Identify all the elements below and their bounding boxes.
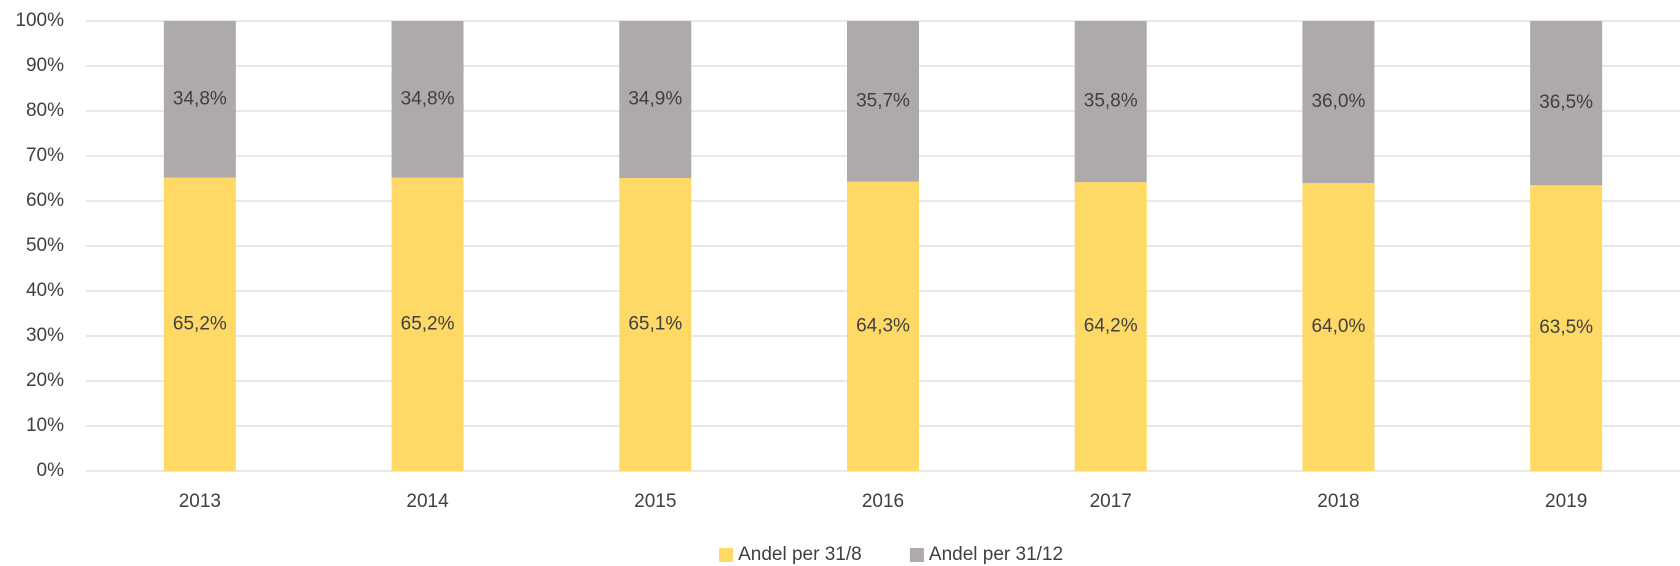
- x-tick-label: 2013: [179, 491, 221, 512]
- data-label: 65,1%: [628, 314, 682, 335]
- legend-swatch: [719, 548, 734, 562]
- bar-segment: [847, 181, 919, 471]
- bar-segment: [1302, 21, 1375, 183]
- data-label: 34,8%: [401, 88, 455, 109]
- legend-label: Andel per 31/12: [929, 544, 1063, 565]
- bar-segment: [391, 177, 464, 471]
- y-tick-label: 30%: [26, 325, 64, 346]
- bar-segment: [619, 178, 692, 472]
- bar-segment: [619, 21, 692, 179]
- data-label: 36,0%: [1311, 91, 1365, 112]
- data-label: 64,2%: [1084, 316, 1138, 337]
- x-tick-label: 2014: [406, 491, 449, 512]
- bar-segment: [163, 177, 236, 471]
- y-tick-label: 80%: [26, 100, 64, 121]
- legend-label: Andel per 31/8: [738, 544, 862, 565]
- x-tick-label: 2015: [634, 491, 676, 512]
- data-label: 64,3%: [856, 315, 910, 336]
- data-label: 65,2%: [401, 313, 455, 334]
- data-label: 34,8%: [173, 88, 227, 109]
- y-tick-label: 10%: [26, 415, 64, 436]
- y-tick-label: 40%: [26, 280, 64, 301]
- y-tick-label: 90%: [26, 55, 64, 76]
- y-tick-label: 60%: [26, 190, 64, 211]
- y-tick-label: 100%: [15, 10, 64, 31]
- y-tick-label: 50%: [26, 235, 64, 256]
- y-tick-label: 20%: [26, 370, 64, 391]
- data-label: 63,5%: [1539, 317, 1593, 338]
- bar-segment: [1074, 21, 1147, 183]
- bar-segment: [391, 21, 464, 178]
- data-label: 35,8%: [1084, 91, 1138, 112]
- data-label: 36,5%: [1539, 92, 1593, 113]
- data-label: 34,9%: [628, 89, 682, 110]
- data-label: 35,7%: [856, 90, 910, 111]
- x-tick-label: 2019: [1545, 491, 1587, 512]
- bar-segment: [847, 21, 919, 182]
- bar-segment: [1530, 21, 1603, 186]
- x-tick-label: 2016: [862, 491, 904, 512]
- bar-segment: [1530, 185, 1603, 471]
- y-tick-label: 70%: [26, 145, 64, 166]
- bar-segment: [163, 21, 236, 178]
- bar-segment: [1074, 182, 1147, 471]
- data-label: 65,2%: [173, 313, 227, 334]
- data-label: 64,0%: [1311, 316, 1365, 337]
- y-tick-label: 0%: [37, 460, 65, 481]
- x-tick-label: 2017: [1090, 491, 1132, 512]
- bar-segment: [1302, 183, 1375, 471]
- legend-swatch: [909, 548, 924, 562]
- x-tick-label: 2018: [1317, 491, 1359, 512]
